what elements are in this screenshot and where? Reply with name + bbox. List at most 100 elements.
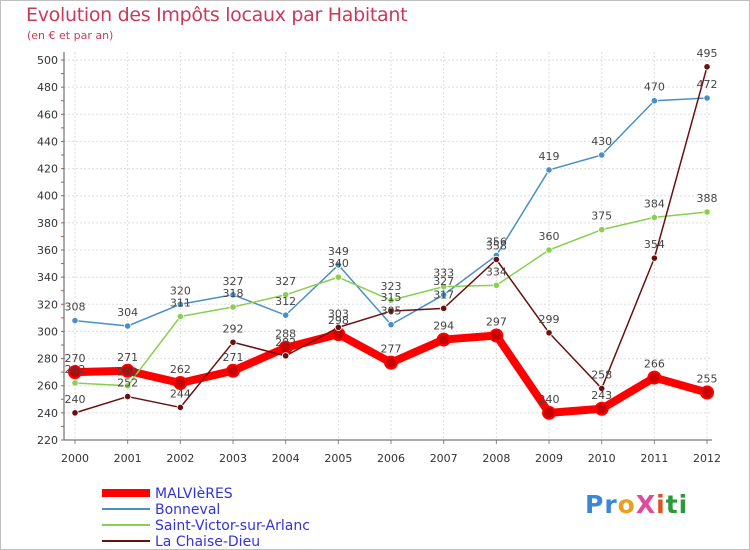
data-point [545, 246, 553, 254]
data-point [71, 379, 79, 387]
legend-label: Bonneval [155, 502, 220, 518]
data-point [124, 392, 132, 401]
data-point [598, 384, 606, 393]
chart-title: Evolution des Impôts locaux par Habitant [26, 4, 408, 26]
data-label: 327 [433, 275, 454, 288]
data-point [176, 300, 184, 308]
data-label: 271 [223, 351, 244, 364]
plot-area [64, 52, 712, 440]
data-label: 470 [644, 81, 665, 94]
data-label: 349 [328, 245, 349, 258]
data-label: 327 [223, 275, 244, 288]
data-point [545, 166, 553, 174]
data-label: 354 [644, 238, 665, 251]
data-point [71, 316, 79, 325]
series-2 [71, 208, 711, 390]
y-tick-label: 300 [37, 325, 58, 338]
y-tick-label: 400 [37, 190, 58, 203]
x-tick-label: 2005 [324, 452, 352, 465]
data-point [436, 332, 451, 347]
y-tick-label: 320 [37, 298, 58, 311]
data-label: 255 [697, 373, 718, 386]
data-label: 305 [381, 305, 402, 318]
data-label: 320 [170, 284, 191, 297]
data-point [229, 338, 237, 346]
x-tick-label: 2003 [219, 452, 247, 465]
x-tick-label: 2009 [535, 452, 563, 465]
data-label: 318 [223, 287, 244, 300]
data-label: 240 [539, 393, 560, 406]
data-label: 315 [381, 291, 402, 304]
y-tick-label: 380 [37, 217, 58, 230]
x-tick-label: 2002 [166, 452, 194, 465]
data-label: 388 [697, 192, 718, 205]
y-tick-label: 240 [37, 407, 58, 420]
data-point [334, 323, 342, 331]
data-label: 495 [697, 47, 718, 60]
data-point [71, 409, 79, 417]
data-label: 298 [328, 314, 349, 327]
series-1 [71, 94, 711, 330]
legend-label: La Chaise-Dieu [155, 534, 260, 550]
data-point [120, 363, 135, 378]
data-point [489, 328, 504, 343]
x-tick-label: 2006 [377, 452, 405, 465]
data-label: 312 [275, 295, 296, 308]
data-label: 266 [644, 358, 665, 371]
data-point [173, 376, 188, 390]
logo-letter: r [604, 490, 618, 519]
data-point [229, 291, 237, 299]
data-label: 288 [275, 328, 296, 341]
data-label: 244 [170, 387, 191, 400]
data-label: 243 [591, 389, 612, 402]
axes: 220 240 260 280 300 320 340 360 380 400 420 440 460 4… [37, 52, 721, 465]
series-3 [71, 63, 711, 417]
data-label: 277 [381, 343, 402, 356]
y-tick-label: 360 [37, 244, 58, 257]
data-label: 282 [275, 336, 296, 349]
data-label: 419 [539, 150, 560, 163]
data-point [176, 403, 184, 412]
logo-letter: P [585, 490, 605, 519]
y-tick-label: 420 [37, 163, 58, 176]
proxiti-logo: ProXiti [585, 490, 688, 519]
logo-letter: o [617, 490, 636, 519]
legend: MALVIèRESBonnevalSaint-Victor-sur-Arlanc… [102, 486, 310, 550]
data-point [703, 208, 711, 216]
y-tick-label: 500 [37, 54, 58, 67]
data-point [598, 226, 606, 234]
data-label: 384 [644, 197, 665, 210]
data-label: 334 [486, 265, 507, 278]
legend-label: MALVIèRES [155, 486, 233, 502]
data-point [440, 291, 448, 299]
y-tick-label: 280 [37, 353, 58, 366]
data-point [282, 291, 290, 299]
data-label: 327 [275, 275, 296, 288]
chart-subtitle: (en € et par an) [27, 29, 114, 42]
logo-letter: i [656, 490, 666, 519]
data-point [647, 370, 662, 385]
data-point [229, 303, 237, 311]
data-label: 252 [117, 377, 138, 390]
data-point [598, 151, 606, 159]
data-point [282, 352, 290, 360]
y-tick-label: 340 [37, 271, 58, 284]
data-point [334, 273, 342, 281]
data-label: 323 [381, 280, 402, 293]
logo-letter: t [665, 490, 679, 519]
data-label: 271 [117, 351, 138, 364]
y-tick-label: 440 [37, 135, 58, 148]
series-0 [68, 327, 715, 420]
data-label: 299 [539, 313, 560, 326]
data-label: 258 [591, 368, 612, 381]
data-label: 472 [697, 78, 718, 91]
data-label: 297 [486, 316, 507, 329]
data-label: 294 [433, 320, 454, 333]
data-point [68, 365, 82, 380]
data-point [387, 307, 395, 315]
data-point [124, 322, 132, 330]
data-point [226, 363, 241, 378]
data-point [542, 405, 557, 420]
data-point [440, 304, 448, 312]
